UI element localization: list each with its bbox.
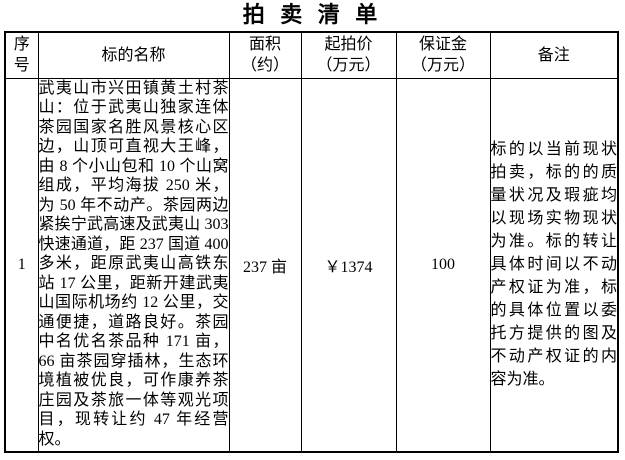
header-deposit: 保证金 （万元） [395,31,491,79]
cell-deposit: 100 [395,77,491,453]
header-name: 标的名称 [37,31,230,79]
table-row: 1 武夷山市兴田镇黄土村茶山：位于武夷山独家连体茶园国家名胜风景核心区边，山顶可… [4,77,619,453]
cell-name: 武夷山市兴田镇黄土村茶山：位于武夷山独家连体茶园国家名胜风景核心区边，山顶可直视… [37,77,230,453]
header-index: 序 号 [4,31,39,79]
auction-table: 序 号 标的名称 面积 （约） 起拍价 （万元） 保证金 （万元） 备注 1 武… [4,31,619,453]
cell-index: 1 [4,77,39,453]
header-remark: 备注 [489,31,619,79]
page-title: 拍 卖 清 单 [242,2,383,27]
header-price: 起拍价 （万元） [300,31,397,79]
header-area: 面积 （约） [228,31,302,79]
cell-price: ￥1374 [300,77,397,453]
cell-remark: 标的以当前现状拍卖，标的的质量状况及瑕疵均以现场实物现状为准。标的转让具体时间以… [489,77,619,453]
table-header-row: 序 号 标的名称 面积 （约） 起拍价 （万元） 保证金 （万元） 备注 [4,31,619,79]
cell-area: 237 亩 [228,77,302,453]
